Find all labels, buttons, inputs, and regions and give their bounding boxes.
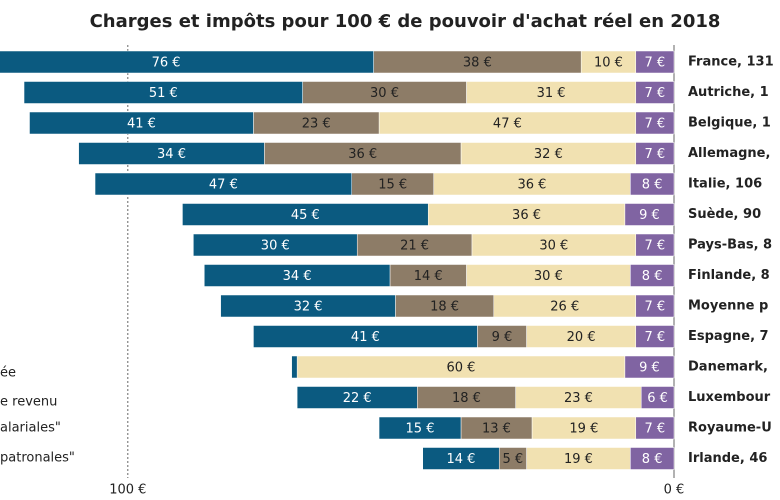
- legend-fragment: e revenu: [0, 395, 57, 410]
- data-label: 30 €: [539, 239, 568, 254]
- bar-segment: [78, 142, 265, 165]
- category-label: Luxembour: [688, 390, 771, 405]
- data-label: 26 €: [550, 300, 579, 315]
- data-label: 9 €: [639, 208, 660, 223]
- data-label: 14 €: [447, 452, 476, 467]
- chart-title: Charges et impôts pour 100 € de pouvoir …: [90, 11, 721, 32]
- data-label: 8 €: [642, 178, 663, 193]
- bar-segment: [94, 172, 352, 196]
- category-label: Belgique, 1: [688, 116, 771, 131]
- data-label: 6 €: [647, 391, 668, 406]
- data-label: 32 €: [534, 147, 563, 162]
- bar-segment: [378, 416, 462, 440]
- bar-segment: [220, 294, 396, 318]
- data-label: 5 €: [503, 452, 524, 467]
- data-label: 9 €: [639, 361, 660, 376]
- category-label: Danemark,: [688, 360, 768, 375]
- data-label: 30 €: [261, 239, 290, 254]
- data-label: 47 €: [493, 117, 522, 132]
- data-label: 32 €: [294, 300, 323, 315]
- category-label: France, 131: [688, 55, 774, 70]
- category-label: Allemagne,: [688, 146, 770, 161]
- bar-segment: [23, 81, 303, 104]
- data-label: 13 €: [482, 422, 511, 437]
- data-label: 7 €: [645, 117, 666, 132]
- data-label: 7 €: [645, 239, 666, 254]
- data-label: 51 €: [149, 86, 178, 101]
- data-label: 9 €: [492, 330, 513, 345]
- data-label: 10 €: [594, 56, 623, 71]
- category-label: Royaume-U: [688, 421, 772, 436]
- category-label: Suède, 90: [688, 207, 761, 222]
- data-label: 15 €: [378, 178, 407, 193]
- data-label: 36 €: [348, 147, 377, 162]
- category-label: Espagne, 7: [688, 329, 769, 344]
- bar-segment: [182, 203, 429, 226]
- category-label: Moyenne p: [688, 299, 768, 314]
- data-label: 76 €: [152, 56, 181, 71]
- category-label: Irlande, 46: [688, 451, 767, 466]
- bar-segment: [296, 386, 418, 409]
- data-label: 36 €: [512, 208, 541, 223]
- data-label: 30 €: [370, 86, 399, 101]
- bar-segment: [422, 447, 500, 470]
- data-label: 21 €: [400, 239, 429, 254]
- x-tick-label: 100 €: [109, 483, 146, 498]
- data-label: 45 €: [291, 208, 320, 223]
- data-label: 7 €: [645, 56, 666, 71]
- bar-segment: [253, 325, 478, 348]
- data-label: 41 €: [127, 117, 156, 132]
- category-label: Pays-Bas, 8: [688, 238, 772, 253]
- data-label: 30 €: [534, 269, 563, 284]
- category-label: Finlande, 8: [688, 268, 770, 283]
- legend-fragment: patronales": [0, 451, 75, 466]
- data-label: 7 €: [645, 300, 666, 315]
- data-label: 23 €: [564, 391, 593, 406]
- data-label: 7 €: [645, 330, 666, 345]
- data-label: 18 €: [452, 391, 481, 406]
- legend-fragment: ée: [0, 366, 16, 381]
- data-label: 18 €: [430, 300, 459, 315]
- bar-segment: [0, 50, 374, 74]
- data-label: 47 €: [209, 178, 238, 193]
- bar-segment: [291, 355, 298, 379]
- category-label: Autriche, 1: [688, 85, 769, 100]
- data-label: 7 €: [645, 86, 666, 101]
- data-label: 60 €: [447, 361, 476, 376]
- data-label: 34 €: [157, 147, 186, 162]
- data-label: 20 €: [567, 330, 596, 345]
- data-label: 41 €: [351, 330, 380, 345]
- data-label: 23 €: [302, 117, 331, 132]
- bar-segment: [193, 233, 358, 257]
- x-tick-label: 0 €: [664, 483, 685, 498]
- data-label: 7 €: [645, 422, 666, 437]
- data-label: 7 €: [645, 147, 666, 162]
- data-label: 8 €: [642, 452, 663, 467]
- data-label: 38 €: [463, 56, 492, 71]
- legend-fragment: alariales": [0, 421, 61, 436]
- data-label: 36 €: [518, 178, 547, 193]
- data-label: 8 €: [642, 269, 663, 284]
- bar-segment: [204, 264, 391, 287]
- data-label: 19 €: [564, 452, 593, 467]
- data-label: 22 €: [343, 391, 372, 406]
- data-label: 31 €: [537, 86, 566, 101]
- data-label: 14 €: [414, 269, 443, 284]
- data-label: 19 €: [569, 422, 598, 437]
- category-label: Italie, 106: [688, 177, 762, 192]
- bar-segment: [29, 111, 254, 135]
- data-label: 34 €: [283, 269, 312, 284]
- data-label: 15 €: [406, 422, 435, 437]
